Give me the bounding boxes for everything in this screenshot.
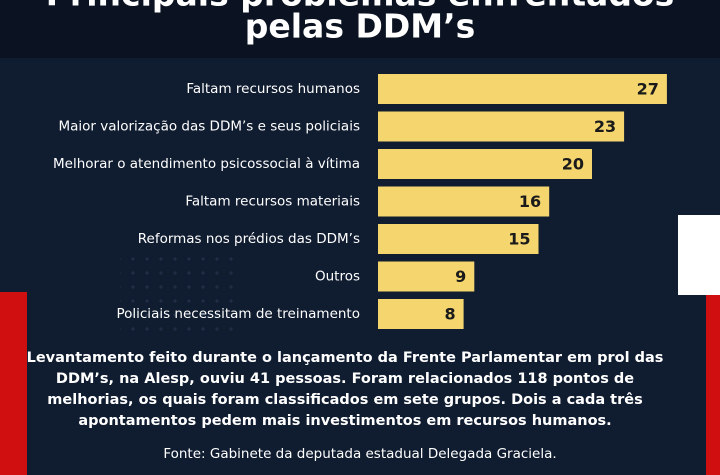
note-line: melhorias, os quais foram classificados … xyxy=(47,392,642,408)
category-label: Maior valorização das DDM’s e seus polic… xyxy=(58,119,360,135)
value-label: 8 xyxy=(444,305,455,324)
bar xyxy=(378,111,625,142)
category-label: Faltam recursos materiais xyxy=(185,194,360,210)
value-label: 20 xyxy=(562,155,584,174)
note-line: apontamentos pedem mais investimentos em… xyxy=(78,413,611,429)
red-accent-right xyxy=(706,295,720,475)
red-accent-left xyxy=(0,292,27,475)
category-label: Outros xyxy=(315,269,360,285)
bar xyxy=(378,149,592,179)
note: Levantamento feito durante o lançamento … xyxy=(27,350,664,429)
bar xyxy=(378,74,667,104)
chart-title: Principais problemas enfrentados xyxy=(46,0,675,14)
white-accent-right xyxy=(678,215,720,295)
value-label: 23 xyxy=(594,117,616,136)
source: Fonte: Gabinete da deputada estadual Del… xyxy=(163,446,556,462)
bar xyxy=(378,261,475,292)
category-label: Melhorar o atendimento psicossocial à ví… xyxy=(53,156,360,172)
bar xyxy=(378,224,539,254)
category-label: Faltam recursos humanos xyxy=(186,81,360,97)
bar xyxy=(378,186,550,217)
bar xyxy=(378,299,464,329)
header-band xyxy=(0,0,720,58)
note-line: DDM’s, na Alesp, ouviu 41 pessoas. Foram… xyxy=(56,371,634,387)
chart-title: pelas DDM’s xyxy=(245,7,476,46)
value-label: 9 xyxy=(455,267,466,286)
category-label: Reformas nos prédios das DDM’s xyxy=(138,231,360,247)
bar-chart: Faltam recursos humanos 27 Maior valorizaç… xyxy=(53,74,667,329)
note-line: Levantamento feito durante o lançamento … xyxy=(27,350,664,366)
dot-pattern xyxy=(120,250,240,340)
value-label: 27 xyxy=(637,80,659,99)
category-label: Policiais necessitam de treinamento xyxy=(116,306,360,322)
value-label: 15 xyxy=(508,230,530,249)
value-label: 16 xyxy=(519,192,541,211)
